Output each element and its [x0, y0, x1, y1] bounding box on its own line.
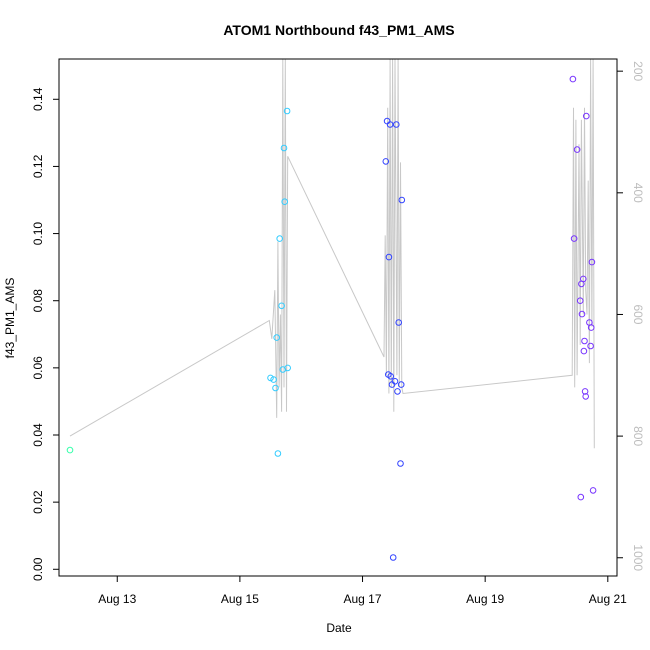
x-axis-label: Date	[326, 621, 352, 635]
data-point	[398, 196, 406, 204]
data-point	[280, 144, 288, 152]
y-tick-label: 0.08	[31, 289, 45, 313]
data-point	[283, 107, 291, 115]
data-point	[397, 381, 405, 388]
data-point	[570, 235, 578, 242]
data-point	[284, 364, 292, 372]
y-tick-label: 0.10	[31, 222, 45, 246]
x-tick-label: Aug 15	[221, 592, 259, 606]
data-point	[273, 334, 281, 341]
y-tick-label: 0.14	[31, 87, 45, 111]
data-point	[577, 493, 585, 501]
data-point	[394, 388, 401, 395]
data-point	[281, 198, 289, 205]
y2-axis: 200 400 600 800 1000	[617, 61, 645, 571]
data-point	[276, 235, 284, 242]
data-point	[383, 117, 391, 125]
data-point	[391, 378, 399, 385]
data-point	[272, 384, 279, 392]
data-point	[397, 460, 404, 467]
data-point	[278, 302, 285, 310]
y2-tick-label: 800	[631, 426, 645, 446]
data-point	[270, 376, 277, 383]
data-point	[589, 487, 597, 494]
x-tick-label: Aug 21	[589, 592, 627, 606]
data-point	[587, 324, 595, 331]
data-point	[580, 347, 588, 355]
data-points-layer	[66, 75, 597, 561]
y-axis: 0.00 0.02 0.04 0.06 0.08 0.10 0.12 0.14	[31, 87, 59, 581]
data-point	[395, 319, 403, 326]
data-point	[385, 253, 393, 261]
plot-frame	[58, 58, 618, 577]
y-tick-label: 0.04	[31, 423, 45, 447]
chart-title: ATOM1 Northbound f43_PM1_AMS	[223, 22, 454, 38]
data-point	[587, 342, 594, 350]
data-point	[576, 297, 584, 305]
y-tick-label: 0.06	[31, 356, 45, 380]
x-tick-label: Aug 19	[466, 592, 504, 606]
altitude-line	[69, 58, 595, 449]
x-tick-label: Aug 13	[98, 592, 136, 606]
y2-tick-label: 600	[631, 304, 645, 324]
data-point	[578, 310, 586, 318]
y2-tick-label: 200	[631, 61, 645, 81]
data-point	[588, 258, 596, 266]
y-tick-label: 0.02	[31, 490, 45, 514]
data-point	[387, 373, 395, 380]
data-point	[393, 121, 400, 128]
data-point	[382, 158, 390, 165]
data-point	[386, 121, 394, 128]
data-point	[66, 446, 74, 454]
data-point	[582, 393, 590, 400]
data-point	[389, 554, 397, 561]
y-tick-label: 0.12	[31, 154, 45, 178]
data-point	[569, 75, 577, 83]
x-tick-label: Aug 17	[344, 592, 382, 606]
data-point	[583, 112, 590, 120]
x-axis: Aug 13 Aug 15 Aug 17 Aug 19 Aug 21	[98, 576, 627, 606]
data-point	[580, 275, 587, 283]
data-point	[581, 388, 589, 395]
altitude-line-layer	[69, 58, 595, 449]
y2-tick-label: 400	[631, 183, 645, 203]
data-point	[274, 450, 282, 457]
y-tick-label: 0.00	[31, 557, 45, 581]
y2-tick-label: 1000	[631, 544, 645, 571]
data-point	[581, 337, 588, 345]
y-axis-label: f43_PM1_AMS	[3, 278, 17, 359]
data-point	[573, 146, 581, 153]
